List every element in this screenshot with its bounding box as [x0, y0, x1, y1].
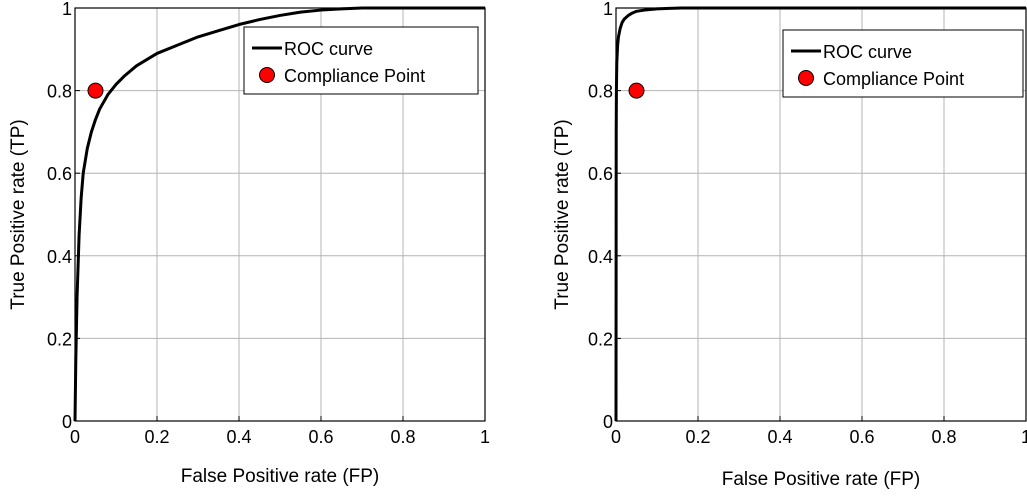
compliance-point-marker	[87, 82, 104, 99]
x-tick-label: 0.8	[390, 427, 415, 447]
roc-chart-right: 0 0.2 0.4 0.6 0.8 1 0 0.2 0.4 0.6 0.8 1 False Positi…	[552, 0, 1027, 490]
legend-label-compliance: Compliance Point	[823, 69, 964, 89]
axes-box	[74, 7, 486, 422]
roc-chart-left: 0 0.2 0.4 0.6 0.8 1 0 0.2 0.4 0.6 0.8 1 False Positi…	[8, 0, 490, 487]
legend-label-roc: ROC curve	[823, 42, 912, 62]
y-tick-label: 0	[62, 412, 72, 432]
y-tick-label: 0.2	[47, 329, 72, 349]
y-tick-label: 1	[62, 0, 72, 19]
y-tick-label: 0.6	[47, 164, 72, 184]
roc-curve-line	[73, 6, 485, 422]
y-tick-label: 0.4	[588, 247, 613, 267]
legend: ROC curve Compliance Point	[243, 26, 479, 95]
x-tick-label: 1	[1021, 427, 1027, 447]
legend-marker-swatch	[798, 70, 814, 86]
legend-label-compliance: Compliance Point	[284, 66, 425, 86]
legend-box	[782, 29, 1024, 98]
x-tick-label: 0.8	[931, 427, 956, 447]
y-tick-label: 1	[603, 0, 613, 19]
y-axis-label: True Positive rate (TP)	[8, 119, 29, 309]
x-tick-label: 0	[70, 427, 80, 447]
y-tick-label: 0.2	[588, 329, 613, 349]
y-tick-label: 0	[603, 412, 613, 432]
x-tick-label: 0.6	[849, 427, 874, 447]
legend: ROC curve Compliance Point	[782, 29, 1024, 98]
y-tick-label: 0.4	[47, 247, 72, 267]
y-tick-label: 0.8	[588, 82, 613, 102]
compliance-point-marker	[628, 82, 645, 99]
x-tick-label: 1	[480, 427, 490, 447]
x-tick-label: 0	[611, 427, 621, 447]
x-axis-label: False Positive rate (FP)	[181, 466, 380, 487]
y-axis-label: True Positive rate (TP)	[552, 119, 573, 309]
legend-label-roc: ROC curve	[284, 39, 373, 59]
roc-curve-line	[614, 6, 1026, 422]
y-tick-label: 0.8	[47, 82, 72, 102]
y-tick-label: 0.6	[588, 164, 613, 184]
x-tick-label: 0.2	[144, 427, 169, 447]
x-tick-label: 0.2	[685, 427, 710, 447]
x-tick-label: 0.4	[226, 427, 251, 447]
x-axis-label: False Positive rate (FP)	[722, 469, 921, 490]
legend-marker-swatch	[259, 67, 275, 83]
x-tick-label: 0.4	[767, 427, 792, 447]
legend-box	[243, 26, 479, 95]
x-tick-label: 0.6	[308, 427, 333, 447]
